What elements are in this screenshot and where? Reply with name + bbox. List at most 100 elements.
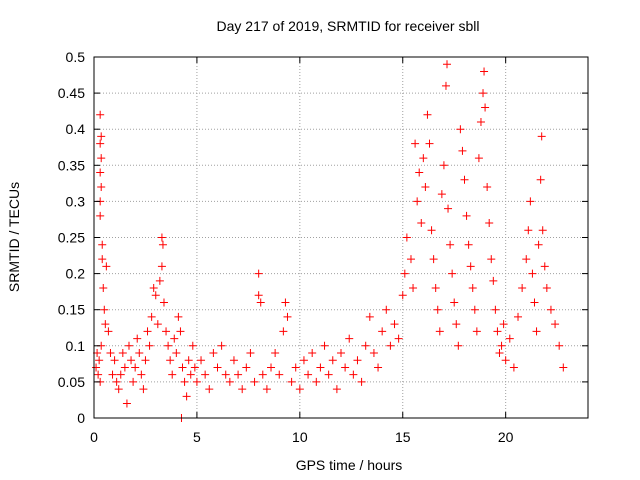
data-point xyxy=(429,255,438,264)
data-point xyxy=(118,349,127,358)
data-point xyxy=(341,363,350,372)
data-point xyxy=(555,341,564,350)
data-point xyxy=(157,233,166,242)
data-point xyxy=(308,349,317,358)
data-point xyxy=(528,269,537,278)
data-point xyxy=(460,175,469,184)
data-point xyxy=(246,349,255,358)
data-point xyxy=(129,377,138,386)
data-point xyxy=(466,262,475,271)
data-point xyxy=(186,370,195,379)
data-point xyxy=(332,385,341,394)
data-point xyxy=(489,276,498,285)
data-point xyxy=(145,341,154,350)
data-point xyxy=(221,370,230,379)
x-axis-label: GPS time / hours xyxy=(296,457,403,473)
data-point xyxy=(514,312,523,321)
data-point xyxy=(427,226,436,235)
data-point xyxy=(180,377,189,386)
data-point xyxy=(448,269,457,278)
data-point xyxy=(472,327,481,336)
data-point xyxy=(532,327,541,336)
data-point xyxy=(271,349,280,358)
data-point xyxy=(147,312,156,321)
data-point xyxy=(312,377,321,386)
data-point xyxy=(524,226,533,235)
data-point xyxy=(153,320,162,329)
y-tick-label: 0.45 xyxy=(58,85,85,101)
data-point xyxy=(279,327,288,336)
data-point xyxy=(470,305,479,314)
data-point xyxy=(505,334,514,343)
data-point xyxy=(365,312,374,321)
x-tick-label: 0 xyxy=(90,429,98,445)
data-point xyxy=(262,385,271,394)
data-point xyxy=(551,320,560,329)
data-point xyxy=(178,363,187,372)
data-point xyxy=(197,356,206,365)
y-tick-label: 0.1 xyxy=(66,338,86,354)
data-point xyxy=(452,320,461,329)
data-point xyxy=(256,298,265,307)
data-point xyxy=(349,370,358,379)
x-tick-label: 5 xyxy=(193,429,201,445)
data-point xyxy=(374,363,383,372)
data-point xyxy=(441,81,450,90)
data-point xyxy=(413,197,422,206)
data-point xyxy=(402,233,411,242)
data-point xyxy=(304,370,313,379)
data-point xyxy=(479,89,488,98)
y-tick-label: 0.5 xyxy=(66,49,86,65)
data-point xyxy=(97,154,106,163)
data-point xyxy=(124,341,133,350)
data-point xyxy=(458,146,467,155)
data-point xyxy=(116,370,125,379)
data-point xyxy=(499,320,508,329)
data-point xyxy=(149,284,158,293)
data-point xyxy=(433,305,442,314)
data-point xyxy=(159,298,168,307)
data-point xyxy=(400,269,409,278)
data-point xyxy=(106,349,115,358)
data-point xyxy=(409,284,418,293)
data-point xyxy=(454,341,463,350)
data-point xyxy=(101,320,110,329)
data-point xyxy=(127,356,136,365)
data-point xyxy=(96,110,105,119)
data-point xyxy=(143,327,152,336)
data-point xyxy=(299,356,308,365)
data-point xyxy=(320,341,329,350)
data-point xyxy=(99,284,108,293)
data-point xyxy=(369,349,378,358)
data-point xyxy=(131,363,140,372)
data-point xyxy=(378,327,387,336)
data-point xyxy=(546,305,555,314)
data-point xyxy=(97,182,106,191)
data-point xyxy=(234,370,243,379)
data-point xyxy=(444,204,453,213)
data-point xyxy=(190,363,199,372)
data-point xyxy=(122,399,131,408)
data-point xyxy=(421,182,430,191)
data-point xyxy=(209,349,218,358)
data-point xyxy=(205,385,214,394)
data-point xyxy=(275,370,284,379)
data-point xyxy=(538,226,547,235)
data-point xyxy=(267,363,276,372)
data-point xyxy=(192,377,201,386)
data-point xyxy=(287,377,296,386)
data-point xyxy=(201,370,210,379)
data-point xyxy=(172,349,181,358)
data-point xyxy=(96,168,105,177)
data-point xyxy=(495,349,504,358)
data-point xyxy=(491,305,500,314)
data-point xyxy=(188,341,197,350)
data-point xyxy=(353,356,362,365)
data-point xyxy=(141,356,150,365)
data-point xyxy=(485,219,494,228)
data-point xyxy=(468,284,477,293)
x-tick-label: 15 xyxy=(395,429,411,445)
data-point xyxy=(104,327,113,336)
y-axis-label: SRMTID / TECUs xyxy=(6,182,22,292)
data-point xyxy=(157,262,166,271)
